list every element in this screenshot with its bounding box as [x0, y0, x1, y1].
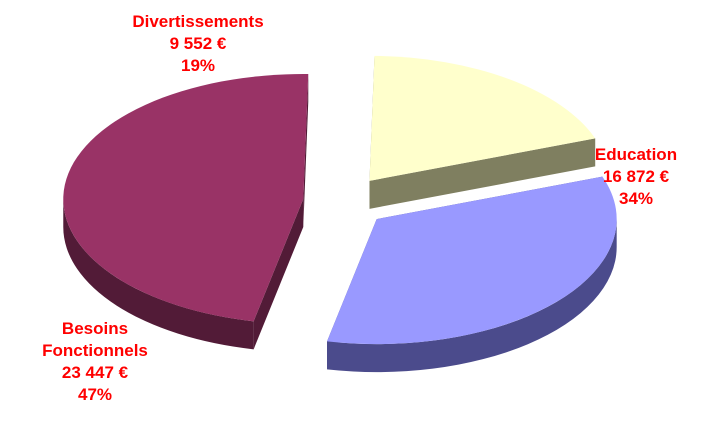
slice-education [327, 176, 617, 345]
label-besoins-percent: 47% [77, 385, 113, 404]
label-education: Education 16 872 € 34% [570, 144, 702, 210]
slice-divertissements [369, 55, 596, 181]
label-divertissements-name: Divertissements [132, 12, 264, 31]
slice-wall-besoins-fonctionnels-0 [253, 199, 304, 350]
label-divertissements: Divertissements 9 552 € 19% [98, 11, 298, 77]
label-education-name: Education [594, 145, 678, 164]
slice-wall-divertissements-1 [369, 138, 596, 209]
label-education-percent: 34% [618, 189, 654, 208]
label-education-value: 16 872 € [602, 167, 670, 186]
slice-besoins-fonctionnels [63, 74, 309, 322]
label-besoins-name-line2: Fonctionnels [42, 341, 148, 360]
slice-tops [63, 55, 617, 345]
label-divertissements-value: 9 552 € [169, 34, 227, 53]
slice-rim-education-0 [327, 219, 617, 373]
slice-wall-besoins-fonctionnels-1 [303, 74, 309, 228]
label-besoins-fonctionnels: Besoins Fonctionnels 23 447 € 47% [0, 318, 190, 406]
label-divertissements-percent: 19% [180, 56, 216, 75]
label-besoins-value: 23 447 € [61, 363, 129, 382]
label-besoins-name-line1: Besoins [61, 319, 129, 338]
slice-rim-besoins-fonctionnels-0 [63, 199, 254, 350]
